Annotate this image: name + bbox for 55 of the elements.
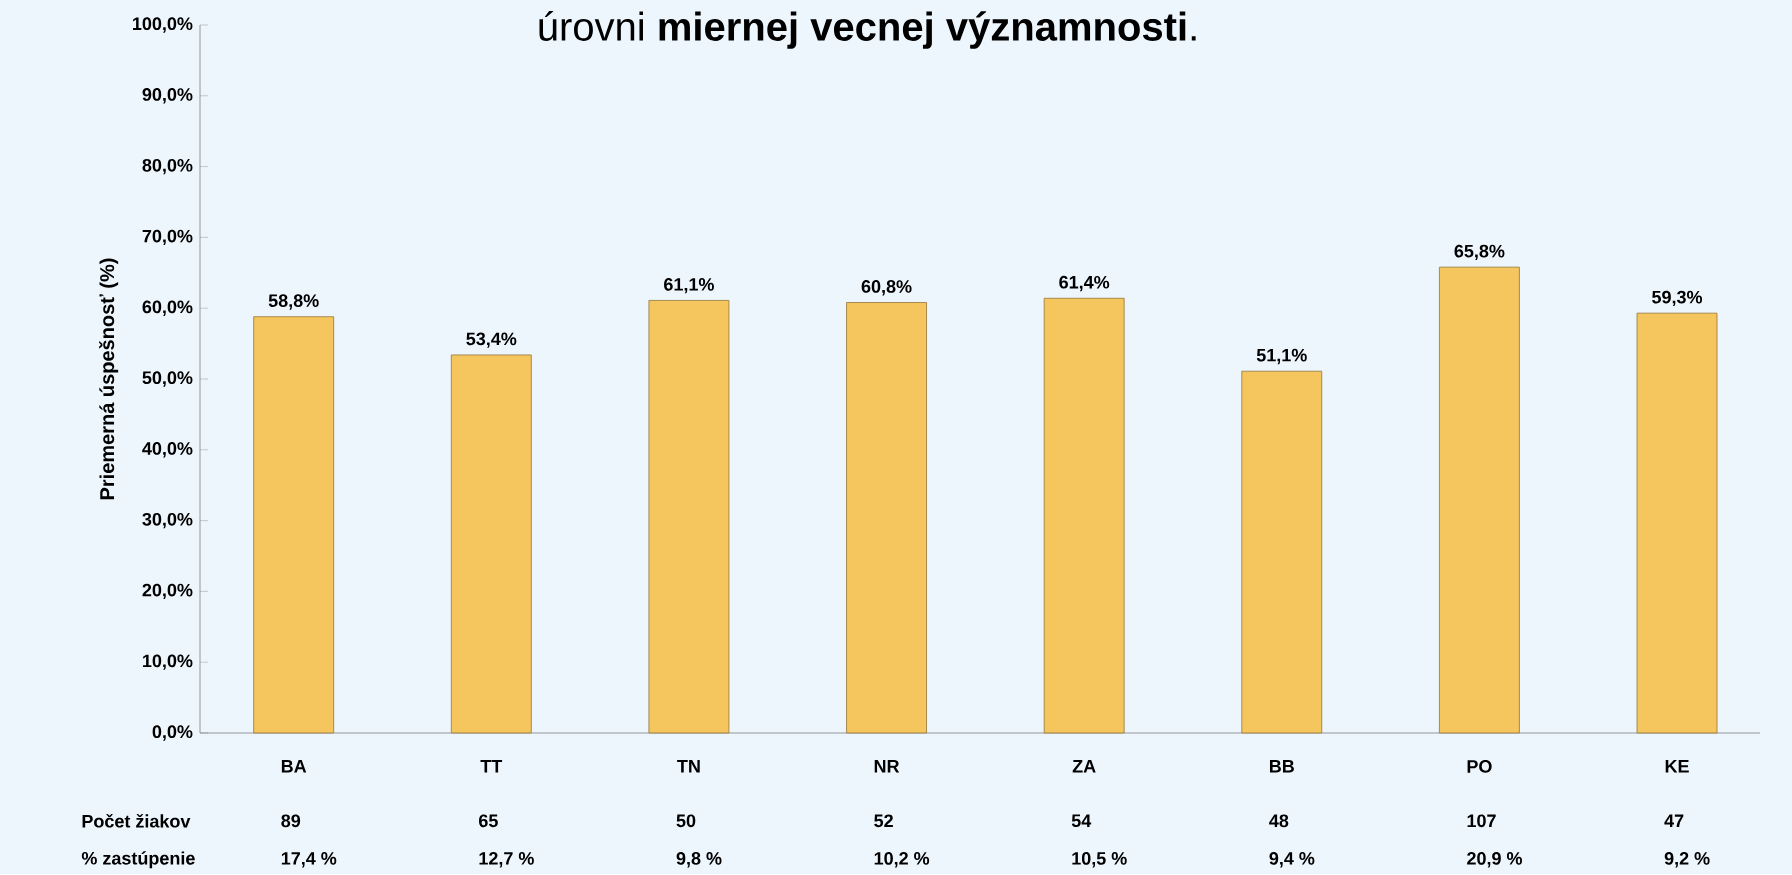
y-tick-label: 0,0% bbox=[152, 725, 193, 741]
bar bbox=[253, 316, 335, 734]
text: 9,8 % bbox=[676, 852, 722, 868]
y-tick-label: 90,0% bbox=[142, 88, 193, 104]
text: 107 bbox=[1467, 814, 1496, 828]
data-label: 60,8% bbox=[861, 280, 912, 296]
y-tick-label: 80,0% bbox=[142, 158, 193, 175]
y-axis-title: Priemerná úspešnosť (%) bbox=[99, 258, 119, 500]
y-tick-label: 20,0% bbox=[142, 583, 193, 600]
y-tick-label: 100,0% bbox=[133, 17, 193, 33]
text: 65 bbox=[479, 814, 498, 828]
text: 54 bbox=[1071, 814, 1092, 828]
y-tick-label: 50,0% bbox=[142, 371, 193, 387]
x-tick-label: NR bbox=[874, 760, 900, 773]
x-tick-label: PO bbox=[1467, 760, 1492, 773]
y-tick-label: 10,0% bbox=[143, 654, 193, 670]
bar bbox=[1636, 312, 1718, 734]
y-tick-label: 40,0% bbox=[142, 442, 193, 458]
y-tick-label: 30,0% bbox=[142, 512, 193, 529]
text: 17,4 % bbox=[281, 852, 337, 868]
text: 9,4 % bbox=[1269, 852, 1315, 868]
data-label: 65,8% bbox=[1454, 244, 1505, 261]
x-tick-label: KE bbox=[1665, 760, 1689, 773]
y-tick-label: 70,0% bbox=[142, 229, 193, 246]
bar bbox=[1241, 370, 1323, 734]
bar bbox=[648, 300, 730, 734]
text: % zastúpenie bbox=[81, 851, 195, 869]
chart-title: úrovni miernej vecnej významnosti. bbox=[539, 11, 1196, 49]
text: 89 bbox=[281, 814, 301, 828]
data-label: 53,4% bbox=[466, 332, 517, 348]
data-label: 61,1% bbox=[664, 278, 714, 294]
data-label: 58,8% bbox=[268, 294, 319, 310]
text: 50 bbox=[676, 814, 696, 828]
text: 10,2 % bbox=[874, 852, 930, 868]
data-label: 61,4% bbox=[1059, 275, 1110, 292]
bar bbox=[1439, 266, 1520, 734]
x-tick-label: BB bbox=[1269, 760, 1294, 773]
x-tick-label: ZA bbox=[1072, 760, 1096, 773]
text: 52 bbox=[874, 814, 893, 828]
x-tick-label: BA bbox=[281, 760, 307, 773]
data-label: 59,3% bbox=[1652, 290, 1703, 307]
text: 12,7 % bbox=[479, 852, 534, 868]
bar bbox=[450, 354, 532, 734]
data-label: 51,1% bbox=[1256, 348, 1307, 365]
x-tick-label: TN bbox=[677, 760, 700, 773]
y-tick-label: 60,0% bbox=[142, 300, 193, 316]
bar bbox=[846, 302, 927, 734]
bar bbox=[1043, 297, 1125, 734]
text: 10,5 % bbox=[1072, 852, 1127, 868]
x-tick-label: TT bbox=[480, 760, 503, 773]
text: Počet žiakov bbox=[82, 814, 191, 828]
text: 20,9 % bbox=[1467, 852, 1523, 868]
text: 48 bbox=[1269, 814, 1289, 828]
text: 47 bbox=[1664, 814, 1684, 828]
text: 9,2 % bbox=[1664, 852, 1710, 868]
